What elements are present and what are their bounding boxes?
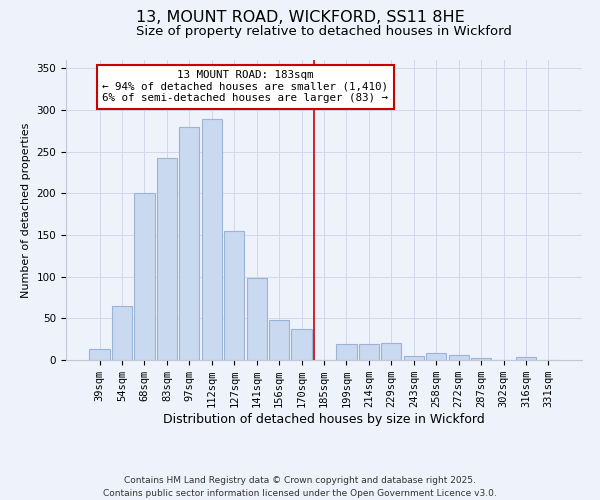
Bar xyxy=(516,356,536,360)
Bar xyxy=(134,194,155,360)
Bar xyxy=(359,344,379,360)
Bar xyxy=(471,358,491,360)
Bar xyxy=(337,344,356,360)
Text: 13 MOUNT ROAD: 183sqm
← 94% of detached houses are smaller (1,410)
6% of semi-de: 13 MOUNT ROAD: 183sqm ← 94% of detached … xyxy=(103,70,388,103)
Bar xyxy=(404,356,424,360)
Bar xyxy=(89,349,110,360)
Text: Contains HM Land Registry data © Crown copyright and database right 2025.
Contai: Contains HM Land Registry data © Crown c… xyxy=(103,476,497,498)
Y-axis label: Number of detached properties: Number of detached properties xyxy=(21,122,31,298)
Bar xyxy=(381,344,401,360)
Bar xyxy=(179,126,199,360)
X-axis label: Distribution of detached houses by size in Wickford: Distribution of detached houses by size … xyxy=(163,413,485,426)
Bar xyxy=(157,158,177,360)
Title: Size of property relative to detached houses in Wickford: Size of property relative to detached ho… xyxy=(136,25,512,38)
Bar xyxy=(426,352,446,360)
Text: 13, MOUNT ROAD, WICKFORD, SS11 8HE: 13, MOUNT ROAD, WICKFORD, SS11 8HE xyxy=(136,10,464,25)
Bar xyxy=(202,119,222,360)
Bar xyxy=(112,306,132,360)
Bar xyxy=(224,231,244,360)
Bar xyxy=(269,320,289,360)
Bar xyxy=(247,278,267,360)
Bar xyxy=(292,329,311,360)
Bar xyxy=(449,355,469,360)
